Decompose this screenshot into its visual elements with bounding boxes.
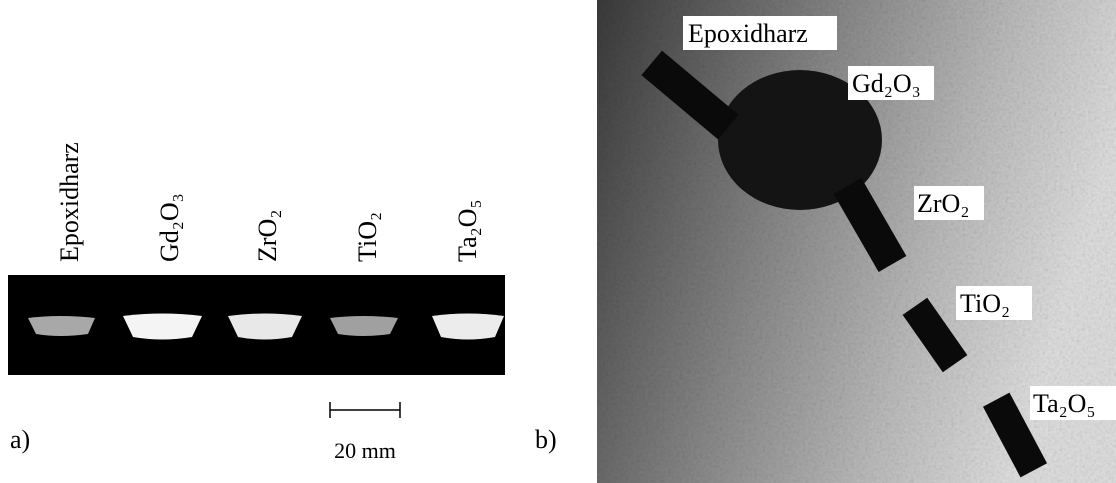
scale-bar <box>330 402 400 418</box>
sample-label: Gd₂O₃ <box>155 193 184 262</box>
panel-b: Epoxidharz Gd₂O₃ ZrO₂ TiO₂ Ta₂O₅ <box>597 0 1116 483</box>
sample <box>432 314 504 340</box>
sample-label: Ta₂O₅ <box>453 199 482 262</box>
panel-label: a) <box>10 425 30 454</box>
sample <box>330 316 398 336</box>
panel-a: Epoxidharz Gd₂O₃ ZrO₂ TiO₂ Ta₂O₅ a) 20 m… <box>8 142 505 463</box>
sample <box>228 314 302 340</box>
panel-label: b) <box>535 425 557 454</box>
sample-label: TiO₂ <box>960 289 1010 318</box>
sample-label: Epoxidharz <box>55 142 84 262</box>
sample-label: Ta₂O₅ <box>1033 389 1096 418</box>
sample-label: ZrO₂ <box>917 189 969 218</box>
sample-label: Gd₂O₃ <box>852 69 921 98</box>
sample-label: Epoxidharz <box>688 19 808 48</box>
scale-label: 20 mm <box>334 438 396 463</box>
figure: Epoxidharz Gd₂O₃ ZrO₂ TiO₂ Ta₂O₅ a) 20 m… <box>0 0 1116 483</box>
sample <box>28 316 95 336</box>
sample <box>123 314 202 340</box>
sample-label: TiO₂ <box>353 212 382 262</box>
sample-label: ZrO₂ <box>253 210 282 262</box>
